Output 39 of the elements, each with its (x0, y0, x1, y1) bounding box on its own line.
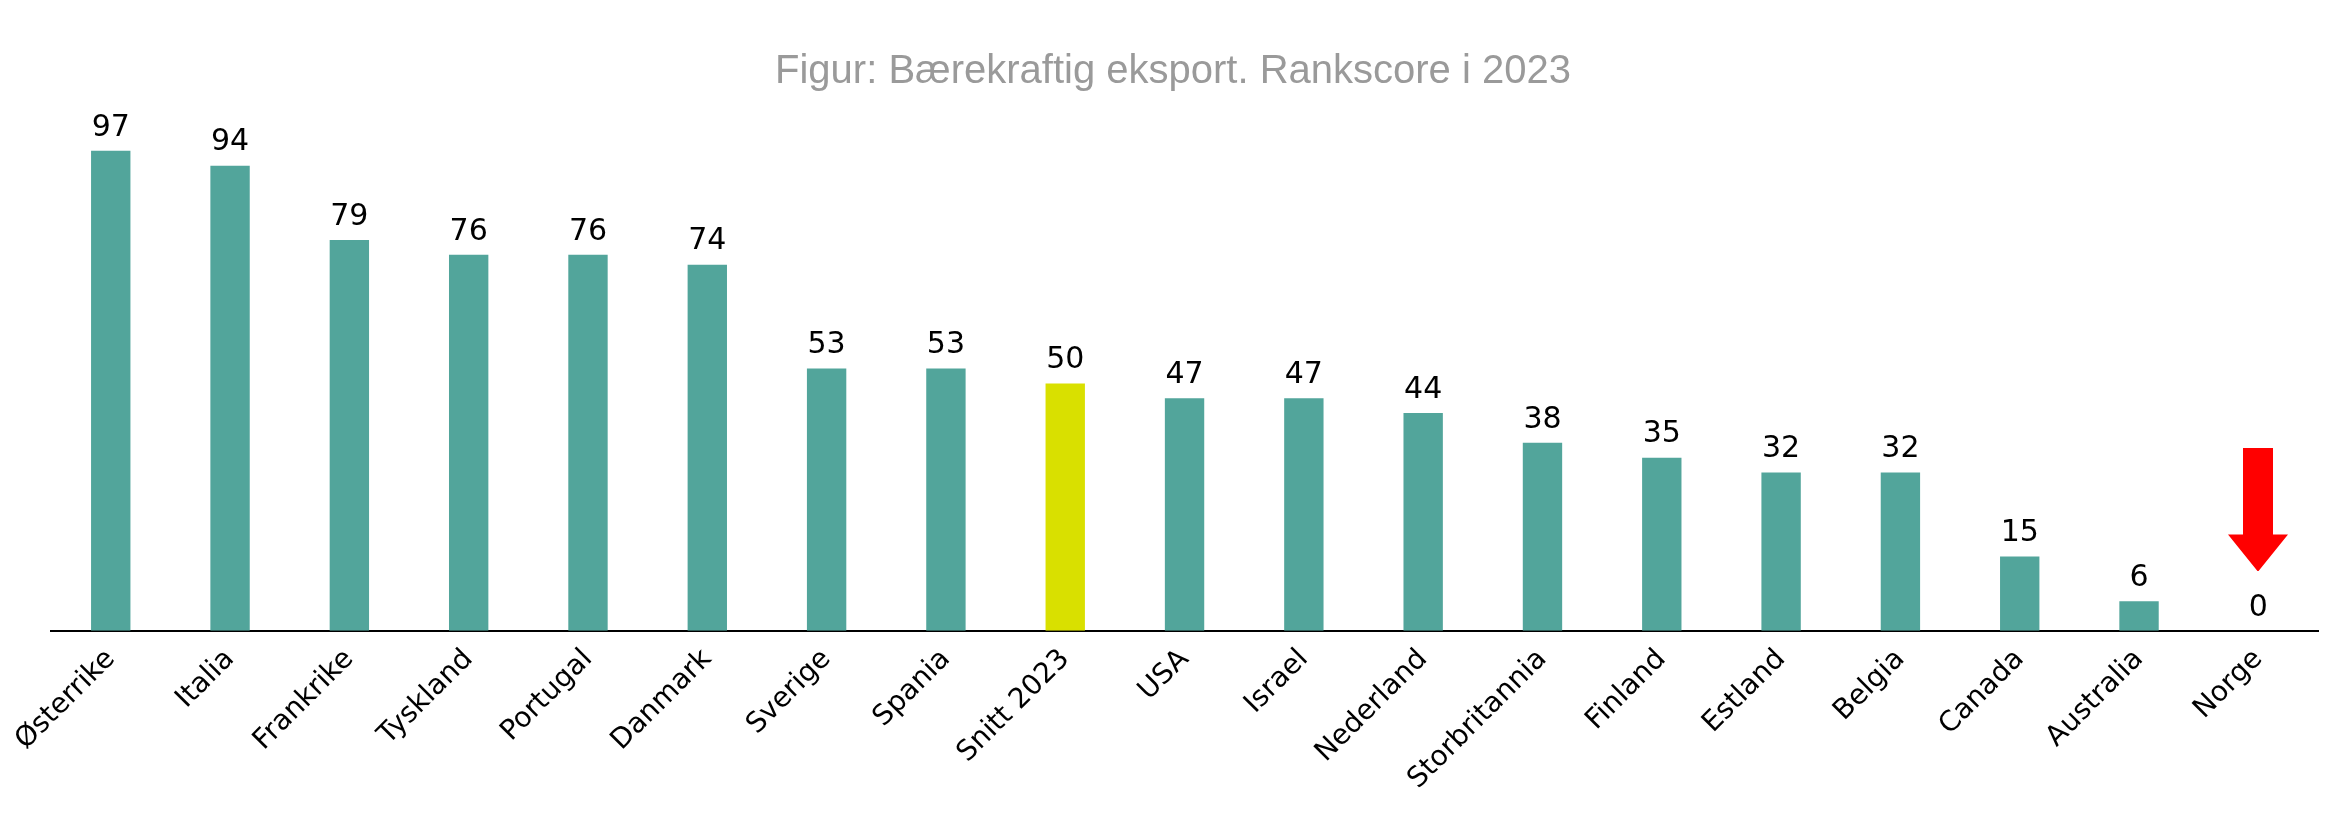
data-label: 32 (1762, 429, 1801, 465)
bar (568, 254, 608, 631)
bar (687, 264, 727, 631)
x-tick-label: USA (1130, 641, 1195, 706)
data-label: 38 (1523, 399, 1562, 435)
data-label: 47 (1284, 355, 1323, 391)
bar (2000, 556, 2040, 631)
bar (1045, 383, 1085, 631)
bar (1284, 398, 1324, 631)
data-label: 74 (688, 221, 727, 257)
bar (926, 368, 966, 631)
data-label: 35 (1642, 414, 1681, 450)
bar (1880, 472, 1921, 631)
bar (1522, 442, 1563, 631)
bar (1642, 457, 1682, 631)
bar (210, 165, 250, 631)
data-label: 47 (1165, 355, 1204, 391)
data-label: 0 (2248, 587, 2268, 623)
data-label: 50 (1046, 340, 1085, 376)
bar (2119, 601, 2159, 631)
data-label: 94 (210, 122, 250, 158)
data-label: 76 (449, 211, 488, 247)
data-label: 79 (330, 196, 369, 232)
bar (1164, 398, 1205, 631)
data-label: 15 (2000, 513, 2039, 549)
data-label: 53 (926, 325, 966, 361)
data-label: 53 (807, 325, 846, 361)
data-label: 76 (568, 211, 608, 247)
data-label: 6 (2129, 557, 2149, 593)
bar (806, 368, 847, 631)
data-label: 44 (1404, 369, 1443, 405)
data-label: 32 (1881, 429, 1920, 465)
bar (1761, 472, 1801, 631)
bar (91, 150, 131, 631)
bar (448, 254, 489, 631)
bar (329, 239, 370, 631)
bar (1403, 413, 1443, 631)
data-label: 97 (91, 107, 130, 143)
chart-title: Figur: Bærekraftig eksport. Rankscore i 2023 (775, 47, 1571, 92)
